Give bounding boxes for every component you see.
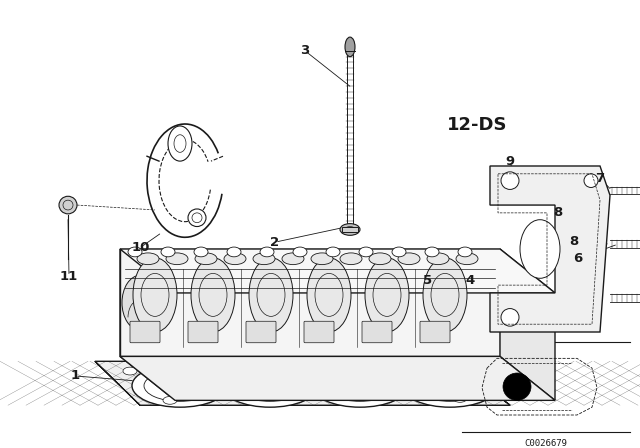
Ellipse shape (427, 253, 449, 265)
Text: 11: 11 (60, 270, 78, 283)
Ellipse shape (188, 209, 206, 227)
Text: 9: 9 (506, 155, 515, 168)
Ellipse shape (501, 309, 519, 326)
Ellipse shape (253, 253, 275, 265)
Ellipse shape (293, 247, 307, 257)
Ellipse shape (133, 258, 177, 332)
Text: C0026679: C0026679 (525, 439, 568, 448)
Ellipse shape (345, 37, 355, 56)
Ellipse shape (163, 396, 177, 404)
Ellipse shape (425, 247, 439, 257)
Ellipse shape (137, 253, 159, 265)
Text: 1: 1 (70, 370, 79, 383)
Text: 6: 6 (573, 252, 582, 265)
Ellipse shape (483, 377, 497, 385)
Ellipse shape (584, 174, 598, 187)
Ellipse shape (222, 364, 318, 407)
Ellipse shape (453, 395, 467, 402)
Polygon shape (120, 249, 555, 293)
Ellipse shape (224, 253, 246, 265)
FancyBboxPatch shape (246, 321, 276, 343)
Ellipse shape (503, 373, 531, 401)
Text: 12-DS: 12-DS (447, 116, 507, 134)
Polygon shape (120, 357, 555, 401)
Text: 3: 3 (300, 44, 310, 57)
FancyBboxPatch shape (188, 321, 218, 343)
Ellipse shape (340, 253, 362, 265)
Ellipse shape (227, 247, 241, 257)
Ellipse shape (501, 172, 519, 190)
Ellipse shape (194, 247, 208, 257)
FancyBboxPatch shape (304, 321, 334, 343)
FancyBboxPatch shape (362, 321, 392, 343)
Ellipse shape (458, 247, 472, 257)
Text: 5: 5 (424, 274, 433, 287)
Ellipse shape (307, 258, 351, 332)
Ellipse shape (423, 258, 467, 332)
Ellipse shape (191, 258, 235, 332)
Text: 10: 10 (132, 241, 150, 254)
Ellipse shape (312, 364, 408, 407)
Text: 4: 4 (465, 274, 475, 287)
Ellipse shape (59, 196, 77, 214)
Ellipse shape (128, 247, 142, 257)
Ellipse shape (161, 247, 175, 257)
Ellipse shape (123, 367, 137, 375)
Text: 8: 8 (570, 235, 579, 248)
Polygon shape (120, 249, 175, 401)
Ellipse shape (311, 253, 333, 265)
Ellipse shape (166, 253, 188, 265)
Ellipse shape (282, 253, 304, 265)
Polygon shape (120, 249, 500, 357)
Ellipse shape (398, 253, 420, 265)
Ellipse shape (132, 364, 228, 407)
Ellipse shape (520, 220, 560, 278)
Ellipse shape (365, 258, 409, 332)
Polygon shape (490, 166, 610, 332)
Ellipse shape (249, 258, 293, 332)
Text: 7: 7 (595, 172, 605, 185)
Ellipse shape (392, 247, 406, 257)
Text: 8: 8 (554, 207, 563, 220)
Ellipse shape (122, 276, 158, 330)
Ellipse shape (143, 362, 157, 370)
Ellipse shape (168, 126, 192, 161)
FancyBboxPatch shape (130, 321, 160, 343)
Ellipse shape (340, 224, 360, 235)
Polygon shape (500, 249, 555, 401)
FancyBboxPatch shape (342, 227, 358, 233)
Ellipse shape (260, 247, 274, 257)
Ellipse shape (456, 253, 478, 265)
Ellipse shape (359, 247, 373, 257)
FancyBboxPatch shape (420, 321, 450, 343)
Text: 2: 2 (271, 236, 280, 249)
Ellipse shape (369, 253, 391, 265)
Ellipse shape (326, 247, 340, 257)
Ellipse shape (195, 253, 217, 265)
Ellipse shape (402, 364, 498, 407)
Polygon shape (95, 361, 510, 405)
